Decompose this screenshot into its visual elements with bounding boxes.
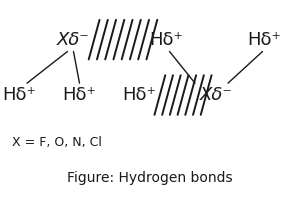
Text: Hδ⁺: Hδ⁺ xyxy=(247,31,281,49)
Text: Xδ⁻: Xδ⁻ xyxy=(200,86,232,104)
Text: X = F, O, N, Cl: X = F, O, N, Cl xyxy=(12,136,102,149)
Text: Xδ⁻: Xδ⁻ xyxy=(57,31,90,49)
Text: Hδ⁺: Hδ⁺ xyxy=(123,86,156,104)
Text: Hδ⁺: Hδ⁺ xyxy=(3,86,36,104)
Text: Figure: Hydrogen bonds: Figure: Hydrogen bonds xyxy=(67,171,233,185)
Text: Hδ⁺: Hδ⁺ xyxy=(150,31,183,49)
Text: Hδ⁺: Hδ⁺ xyxy=(63,86,96,104)
